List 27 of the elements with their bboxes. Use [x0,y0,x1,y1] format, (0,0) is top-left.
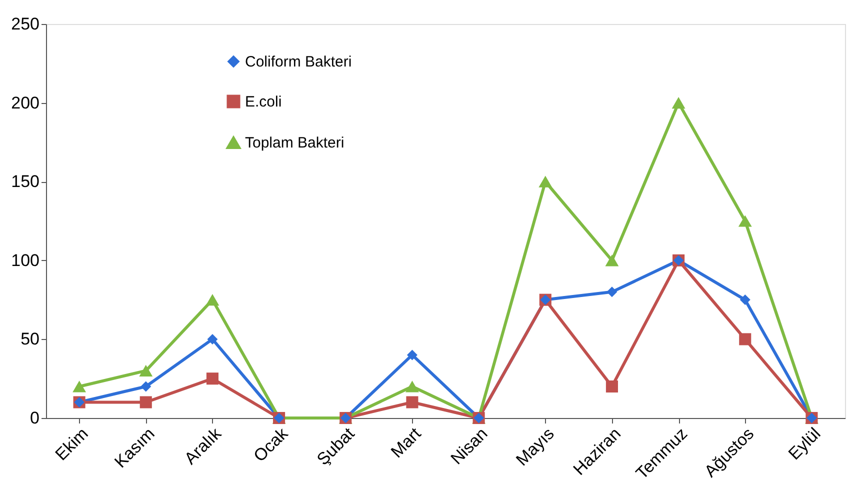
y-tick-label: 150 [11,172,40,192]
point [672,96,686,109]
y-tick-label: 250 [11,14,40,34]
legend-label: Toplam Bakteri [245,134,344,152]
point [738,215,752,227]
y-tick-label: 100 [11,250,40,270]
point [140,381,152,392]
point [606,380,618,392]
point [406,350,418,360]
point [140,396,152,408]
y-tick-label: 0 [30,408,40,428]
y-tick-label: 50 [20,330,40,349]
point [72,380,86,392]
point [406,380,419,392]
point [406,396,418,408]
point [206,372,218,385]
legend-label: E.coli [245,94,282,110]
point [206,294,220,306]
point [739,333,752,346]
point [740,294,750,306]
point [605,254,619,266]
point [207,334,218,344]
point [606,286,618,298]
legend-label: Coliform Bakteri [245,54,352,70]
y-tick-label: 200 [11,93,40,112]
point [139,364,153,377]
point [538,176,552,188]
